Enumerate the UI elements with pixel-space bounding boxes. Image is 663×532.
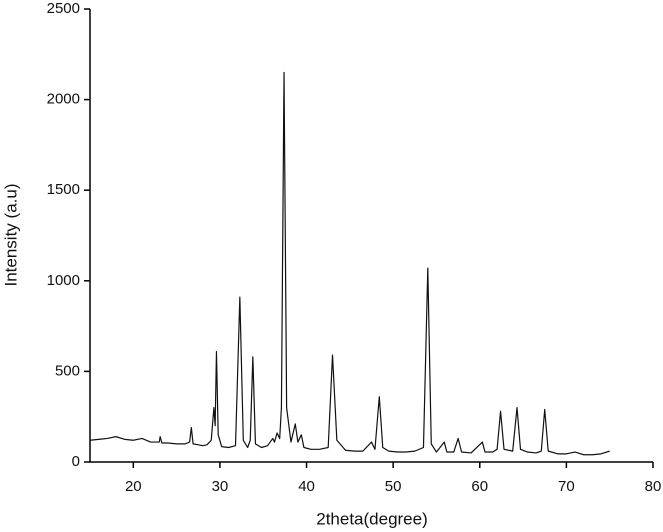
y-axis-title: Intensity (a.u): [1, 184, 20, 287]
y-tick-label: 1000: [47, 272, 80, 289]
x-axis-title: 2theta(degree): [316, 509, 428, 528]
y-tick-label: 2500: [47, 0, 80, 17]
x-tick-label: 50: [385, 478, 402, 495]
y-tick-label: 0: [72, 453, 80, 470]
x-tick-label: 40: [298, 478, 315, 495]
y-tick-label: 2000: [47, 91, 80, 108]
y-tick-label: 500: [55, 362, 80, 379]
x-tick-label: 80: [645, 478, 662, 495]
y-tick-label: 1500: [47, 181, 80, 198]
x-tick-label: 30: [212, 478, 229, 495]
x-tick-label: 60: [471, 478, 488, 495]
x-tick-label: 20: [125, 478, 142, 495]
x-tick-label: 70: [558, 478, 575, 495]
data-line: [89, 71, 610, 456]
